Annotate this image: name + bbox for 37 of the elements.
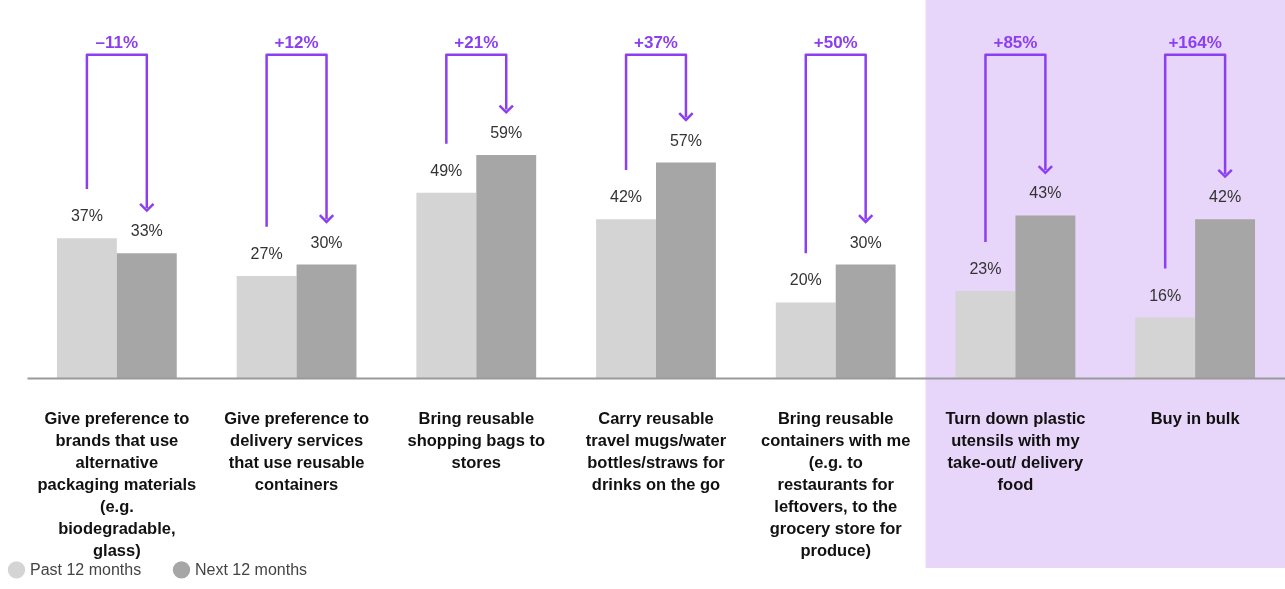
data-label: 42% [610,188,643,206]
data-label: 20% [789,271,822,289]
annotation: +12% [274,32,319,52]
data-label: 30% [849,233,882,251]
x-tick-label: Bring reusable shopping bags to stores [407,408,546,471]
data-label: 23% [969,260,1002,278]
x-tick-label: Buy in bulk [1150,408,1241,427]
x-tick-label: Give preference to brands that use alternative packaging materials (e.g. biodegradable, glass) [37,408,197,559]
bar [1135,317,1196,378]
annotation: +50% [813,32,858,52]
bar [775,302,836,378]
x-tick-label: Give preference to delivery services that use reusable containers [224,408,370,493]
annotation: +164% [1168,32,1222,52]
data-label: 27% [250,244,283,262]
data-label: 57% [669,131,702,149]
annotation: +37% [634,32,678,52]
bar [416,192,477,378]
bar [955,291,1016,378]
annotation: +85% [993,32,1038,52]
data-label: 43% [1029,184,1062,202]
annotation: +21% [454,32,499,52]
bar [56,238,117,378]
legend-label: Past 12 months [30,560,142,578]
x-tick-label: Carry reusable travel mugs/water bottles/straws for drinks on the go [585,408,727,493]
x-tick-label: Bring reusable containers with me (e.g. to restaurants for leftovers, to the grocery store for produce) [760,408,911,559]
data-label: 42% [1209,188,1242,206]
data-label: 33% [130,222,163,240]
bar [236,275,297,378]
data-label: 30% [310,233,343,251]
data-label: 49% [430,161,463,179]
data-label: 37% [70,207,103,225]
data-label: 59% [490,123,523,141]
bar [596,219,656,378]
x-tick-label: Turn down plastic utensils with my take-out/ delivery food [945,408,1086,493]
data-label: 16% [1149,286,1182,304]
annotation: –11% [95,32,139,52]
legend-label: Next 12 months [195,560,308,578]
